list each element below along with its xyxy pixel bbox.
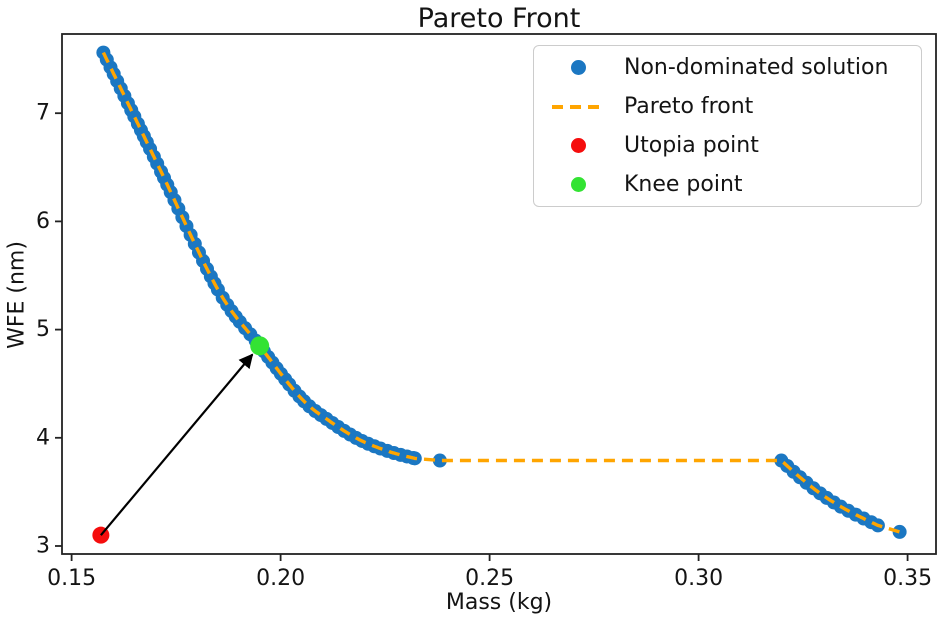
y-tick-label: 7 xyxy=(36,101,50,126)
x-tick-label: 0.30 xyxy=(674,566,723,591)
pareto-front-line xyxy=(101,51,901,534)
x-tick-label: 0.15 xyxy=(47,566,96,591)
non-dominated-isolated-dot xyxy=(892,524,907,539)
legend-label: Non-dominated solution xyxy=(624,55,889,80)
x-axis-label: Mass (kg) xyxy=(445,590,553,615)
knee-point xyxy=(250,336,270,356)
chart-title: Pareto Front xyxy=(417,3,581,34)
legend-item-knee-point: Knee point xyxy=(534,165,921,204)
y-tick-label: 4 xyxy=(36,425,50,450)
x-tick-label: 0.25 xyxy=(465,566,514,591)
non-dominated-isolated-dot xyxy=(432,453,447,468)
knee-point-marker-icon xyxy=(570,177,586,192)
y-tick-label: 6 xyxy=(36,209,50,234)
utopia-to-knee-arrow xyxy=(100,353,254,536)
y-tick-label: 5 xyxy=(36,317,50,342)
legend-label: Utopia point xyxy=(624,133,759,158)
pareto-front-dash-icon xyxy=(552,104,604,109)
non-dominated-marker-icon xyxy=(570,60,586,75)
utopia-point-marker-icon xyxy=(570,138,586,153)
legend-item-non-dominated: Non-dominated solution xyxy=(534,48,921,87)
y-tick-label: 3 xyxy=(36,533,50,558)
x-tick-label: 0.20 xyxy=(256,566,305,591)
plot-spines xyxy=(61,33,937,555)
y-axis-label: WFE (nm) xyxy=(4,241,30,349)
legend-item-utopia-point: Utopia point xyxy=(534,126,921,165)
tick-labels: 0.15 0.20 0.25 0.30 0.35 3 4 5 6 7 xyxy=(36,101,932,591)
legend: Non-dominated solution Pareto front Utop… xyxy=(533,45,922,207)
legend-label: Pareto front xyxy=(624,94,754,119)
legend-label: Knee point xyxy=(624,172,743,197)
legend-item-pareto-front: Pareto front xyxy=(534,87,921,126)
axis-ticks xyxy=(55,112,909,561)
x-tick-label: 0.35 xyxy=(883,566,932,591)
